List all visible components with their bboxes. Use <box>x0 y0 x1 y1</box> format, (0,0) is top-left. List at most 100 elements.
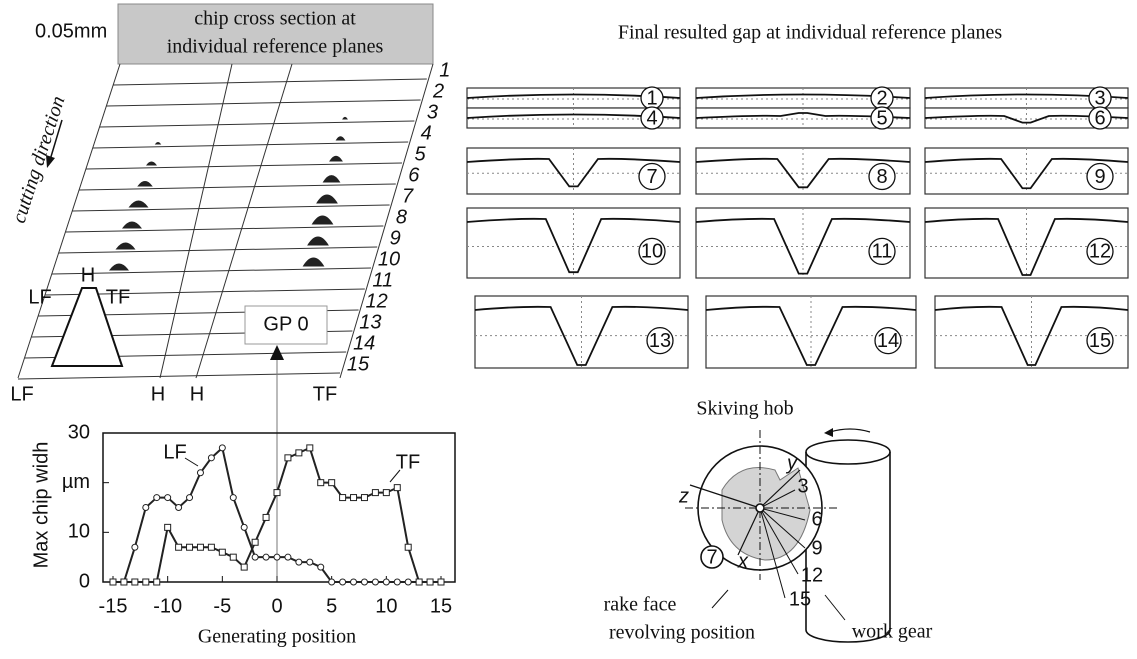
gap-label: 13 <box>649 330 671 352</box>
leader <box>185 458 198 466</box>
gear-top <box>806 440 890 464</box>
gap-label: 10 <box>641 241 663 263</box>
chip-shape <box>304 258 324 266</box>
chip-shape <box>308 237 328 245</box>
marker <box>176 505 182 511</box>
hub <box>756 504 764 512</box>
axis-label: LF <box>10 383 33 405</box>
chip-title: chip cross section at <box>194 8 356 30</box>
chip-shape <box>313 216 333 224</box>
marker <box>394 485 400 491</box>
y-axis-label: Max chip widh <box>30 442 52 569</box>
marker <box>252 539 258 545</box>
marker <box>405 579 411 585</box>
marker <box>121 579 127 585</box>
line-chart: Max chip widh Generating position -15 -10… <box>30 421 455 647</box>
marker <box>383 490 389 496</box>
marker <box>143 505 149 511</box>
rotation-arrow <box>830 429 870 432</box>
axis-label: H <box>151 383 165 405</box>
x-tick-label: -15 <box>99 595 128 617</box>
plane-label: 1 <box>439 59 450 81</box>
plane-label: 6 <box>408 164 420 186</box>
plane-label: 4 <box>421 122 432 144</box>
marker <box>143 579 149 585</box>
x-tick-label: -5 <box>213 595 231 617</box>
position-label: 9 <box>811 537 822 559</box>
position-label: 3 <box>797 475 808 497</box>
chip-shape <box>317 195 337 203</box>
gap-label: 6 <box>1094 107 1105 129</box>
tooth-label: TF <box>106 286 130 308</box>
plane-label: 7 <box>706 546 717 568</box>
marker <box>165 524 171 530</box>
axis-name: y <box>785 452 798 474</box>
gp-arrow <box>270 345 284 360</box>
gap-label: 2 <box>876 87 887 109</box>
gap-label: 9 <box>1094 166 1105 188</box>
x-tick-label: 5 <box>326 595 337 617</box>
direction-label: cutting direction <box>8 93 70 225</box>
gap-label: 14 <box>877 330 899 352</box>
axis-label: TF <box>313 383 337 405</box>
sheet-edge <box>340 64 433 378</box>
plane-line <box>113 79 427 85</box>
marker <box>438 579 444 585</box>
plane-label: 12 <box>365 290 387 312</box>
chip-shape <box>123 222 141 228</box>
gap-label: 15 <box>1089 330 1111 352</box>
plane-label: 5 <box>414 143 426 165</box>
x-tick-label: 10 <box>375 595 397 617</box>
series-label: LF <box>163 441 186 463</box>
marker <box>187 544 193 550</box>
plane-line <box>18 373 340 379</box>
plane-line <box>100 121 415 127</box>
scale-label: 0.05mm <box>35 20 107 42</box>
marker <box>361 579 367 585</box>
marker <box>296 450 302 456</box>
axis-name: z <box>678 485 689 507</box>
marker <box>351 495 357 501</box>
marker <box>394 579 400 585</box>
gap-label: 7 <box>646 166 657 188</box>
plane-label: 14 <box>353 332 375 354</box>
marker <box>307 559 313 565</box>
y-tick-label: µm <box>62 471 90 493</box>
plane-label: 2 <box>432 80 444 102</box>
marker <box>154 579 160 585</box>
hob-label: Skiving hob <box>696 398 793 420</box>
marker <box>372 490 378 496</box>
marker <box>285 554 291 560</box>
marker <box>340 579 346 585</box>
plane-label: 15 <box>347 353 370 375</box>
gap-label: 12 <box>1089 241 1111 263</box>
y-tick-label: 10 <box>68 521 90 543</box>
marker <box>132 544 138 550</box>
tooth-label: LF <box>28 286 51 308</box>
marker <box>427 579 433 585</box>
plane-label: 7 <box>402 185 414 207</box>
leader <box>712 590 728 608</box>
marker <box>241 564 247 570</box>
marker <box>154 495 160 501</box>
chip-shape <box>147 162 156 165</box>
marker <box>208 455 214 461</box>
x-axis-label: Generating position <box>198 626 356 648</box>
rake-label: revolving position <box>609 622 755 644</box>
x-tick-label: -10 <box>153 595 182 617</box>
gear-label: work gear <box>852 621 933 643</box>
position-label: 12 <box>801 564 823 586</box>
chip-shape <box>343 117 347 119</box>
marker <box>405 544 411 550</box>
plane-label: 3 <box>427 101 438 123</box>
marker <box>252 554 258 560</box>
gap-label: 8 <box>876 166 887 188</box>
plane-label: 10 <box>378 248 400 270</box>
marker <box>176 544 182 550</box>
marker <box>241 524 247 530</box>
marker <box>197 544 203 550</box>
position-label: 15 <box>789 588 811 610</box>
plane-label: 13 <box>359 311 381 333</box>
chip-shape <box>130 201 148 207</box>
plane-line <box>93 142 408 148</box>
